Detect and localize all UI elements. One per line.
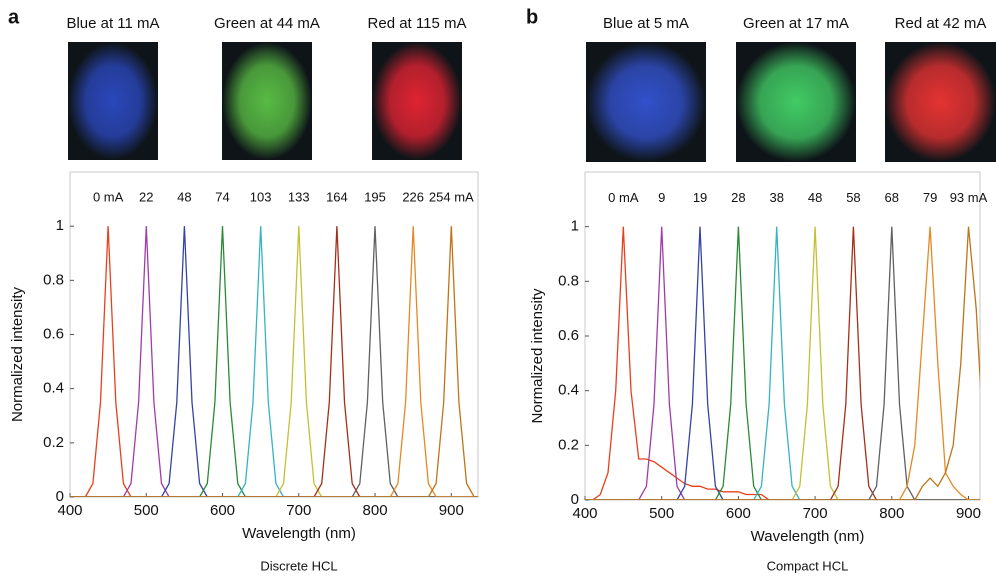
spectrum-line (585, 226, 980, 500)
peak-label: 74 (215, 190, 229, 205)
x-tick-label: 900 (956, 505, 981, 522)
peak-label: 38 (770, 190, 784, 205)
peak-label: 93 mA (950, 190, 988, 205)
inset-glow (885, 42, 996, 162)
inset-caption: Red at 42 mA (895, 15, 987, 32)
peak-label: 164 (326, 190, 348, 205)
x-tick-label: 700 (286, 502, 311, 519)
spectrum-line (70, 226, 478, 497)
y-tick-label: 0.2 (558, 436, 579, 453)
peak-label: 0 mA (93, 190, 124, 205)
panel-caption: Discrete HCL (260, 558, 337, 573)
peak-label: 48 (808, 190, 822, 205)
y-tick-label: 1 (571, 218, 579, 235)
inset-caption: Red at 115 mA (368, 15, 467, 32)
panel-letter: b (526, 6, 538, 28)
x-tick-label: 600 (210, 502, 235, 519)
x-tick-label: 700 (803, 505, 828, 522)
x-axis-label: Wavelength (nm) (242, 525, 356, 542)
inset-caption: Blue at 5 mA (603, 15, 689, 32)
y-tick-label: 0.8 (558, 272, 579, 289)
peak-label: 28 (731, 190, 745, 205)
y-axis-label: Normalized intensity (9, 286, 26, 422)
peak-label: 19 (693, 190, 707, 205)
panel-letter: a (8, 6, 20, 28)
y-tick-label: 0 (56, 488, 64, 505)
x-tick-label: 600 (726, 505, 751, 522)
spectrum-line (585, 226, 980, 500)
peak-label: 195 (364, 190, 386, 205)
spectrum-line (585, 226, 980, 500)
inset-caption: Blue at 11 mA (66, 15, 159, 32)
y-tick-label: 0.4 (43, 380, 64, 397)
inset-glow (68, 42, 158, 160)
x-tick-label: 500 (649, 505, 674, 522)
peak-label: 133 (288, 190, 310, 205)
peak-label: 58 (846, 190, 860, 205)
y-tick-label: 0.8 (43, 271, 64, 288)
inset-caption: Green at 17 mA (743, 15, 849, 32)
peak-label: 79 (923, 190, 937, 205)
peak-label: 9 (658, 190, 665, 205)
y-tick-label: 1 (56, 217, 64, 234)
y-tick-label: 0.6 (43, 325, 64, 342)
peak-label: 254 mA (429, 190, 474, 205)
peak-label: 22 (139, 190, 153, 205)
inset-glow (736, 42, 856, 162)
peak-label: 68 (885, 190, 899, 205)
peak-label: 48 (177, 190, 191, 205)
x-tick-label: 800 (879, 505, 904, 522)
panel-caption: Compact HCL (767, 558, 849, 573)
x-tick-label: 900 (439, 502, 464, 519)
plot-frame (584, 171, 981, 501)
peak-label: 0 mA (608, 190, 639, 205)
y-tick-label: 0.2 (43, 434, 64, 451)
x-tick-label: 400 (57, 502, 82, 519)
y-tick-label: 0.6 (558, 327, 579, 344)
inset-caption: Green at 44 mA (214, 15, 320, 32)
inset-glow (586, 42, 706, 162)
spectrum-line (585, 226, 980, 500)
y-axis-label: Normalized intensity (529, 288, 546, 424)
inset-glow (222, 42, 312, 160)
y-tick-label: 0.4 (558, 382, 579, 399)
peak-label: 103 (250, 190, 272, 205)
plot-frame (69, 171, 479, 498)
spectrum-line (585, 226, 980, 500)
spectrum-line (70, 226, 478, 497)
x-axis-label: Wavelength (nm) (751, 528, 865, 545)
inset-glow (372, 42, 462, 160)
peak-label: 226 (402, 190, 424, 205)
y-tick-label: 0 (571, 491, 579, 508)
x-tick-label: 400 (572, 505, 597, 522)
x-tick-label: 800 (363, 502, 388, 519)
spectrum-line (70, 226, 478, 497)
x-tick-label: 500 (134, 502, 159, 519)
